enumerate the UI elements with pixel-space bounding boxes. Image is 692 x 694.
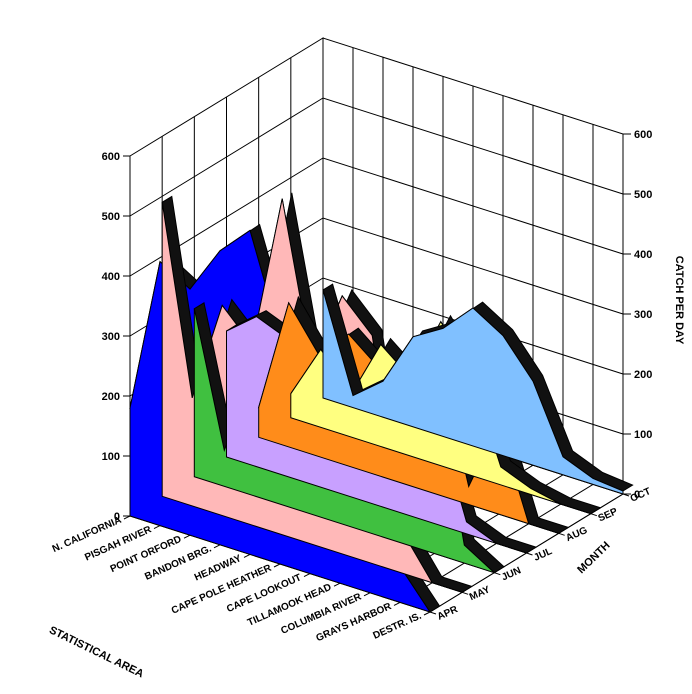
y-tick-label: 100	[102, 451, 120, 463]
z-tick-label: JUN	[500, 565, 523, 583]
x-tick	[183, 534, 191, 539]
x-tick	[303, 573, 311, 578]
x-tick	[153, 525, 161, 530]
x-tick	[123, 515, 131, 520]
gridline-horizontal	[129, 157, 624, 277]
x-tick	[213, 544, 221, 549]
y-tick-label: 300	[102, 331, 120, 343]
z-tick	[429, 611, 437, 615]
z-tick-label: SEP	[597, 506, 620, 524]
x-tick	[423, 611, 431, 616]
y-tick-label: 200	[634, 369, 652, 381]
y-tick-label: 600	[102, 151, 120, 163]
z-tick-label: JUL	[532, 546, 554, 564]
x-tick	[393, 601, 401, 606]
x-tick	[333, 582, 341, 587]
y-tick-label: 600	[634, 129, 652, 141]
z-tick	[558, 532, 565, 536]
y-axis-left: 0 100 200 300 400 500 600	[102, 151, 130, 523]
z-tick	[462, 591, 469, 595]
series-group	[129, 192, 634, 613]
z-tick	[590, 513, 597, 517]
y-tick-label: 400	[102, 271, 120, 283]
z-tick-label: OCT	[629, 486, 653, 505]
z-tick	[622, 493, 630, 497]
y-tick-label: 400	[634, 249, 652, 261]
z-axis-title: MONTH	[575, 539, 612, 576]
y-tick-label: 100	[634, 429, 652, 441]
y-tick-label: 500	[102, 211, 120, 223]
z-tick	[526, 552, 533, 556]
y-tick-label: 0	[634, 489, 640, 501]
x-tick	[363, 592, 371, 597]
gridline-horizontal	[129, 97, 624, 217]
y-axis-right: 0 100 200 300 400 500 600	[623, 129, 652, 501]
y-axis-title: CATCH PER DAY	[673, 256, 685, 345]
series-area	[322, 289, 624, 495]
y-tick-label: 500	[634, 189, 652, 201]
y-tick-label: 200	[102, 391, 120, 403]
y-tick-label: 300	[634, 309, 652, 321]
z-tick	[494, 572, 501, 576]
x-tick	[273, 563, 281, 568]
x-axis-title: STATISTICAL AREA	[47, 624, 145, 680]
y-tick-label: 0	[114, 511, 120, 523]
series-oct	[322, 283, 634, 495]
x-tick	[243, 553, 251, 558]
